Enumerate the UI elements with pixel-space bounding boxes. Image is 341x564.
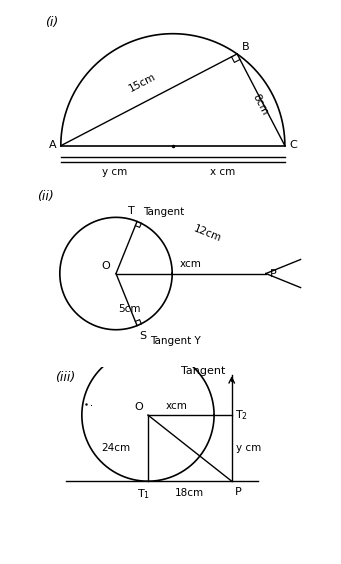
Text: T$_1$: T$_1$ xyxy=(137,487,150,500)
Text: O: O xyxy=(101,262,110,271)
Text: T$_2$: T$_2$ xyxy=(235,408,248,422)
Text: y cm: y cm xyxy=(102,167,127,177)
Text: Tangent: Tangent xyxy=(181,366,225,376)
Text: 24cm: 24cm xyxy=(101,443,130,453)
Text: x cm: x cm xyxy=(209,167,235,177)
Text: 15cm: 15cm xyxy=(127,72,158,94)
Text: 12cm: 12cm xyxy=(192,223,223,243)
Text: 18cm: 18cm xyxy=(175,488,204,498)
Text: T: T xyxy=(128,206,135,216)
Text: B: B xyxy=(241,42,249,52)
Text: xcm: xcm xyxy=(180,259,202,269)
Text: 5cm: 5cm xyxy=(118,304,140,314)
Text: (ii): (ii) xyxy=(37,190,54,203)
Text: C: C xyxy=(290,140,297,149)
Text: y cm: y cm xyxy=(236,443,261,453)
Text: Tangent: Tangent xyxy=(143,208,184,217)
Text: (iii): (iii) xyxy=(55,371,76,384)
Text: O: O xyxy=(135,402,144,412)
Text: P: P xyxy=(270,268,277,279)
Text: Tangent Y: Tangent Y xyxy=(150,336,200,346)
Text: xcm: xcm xyxy=(166,400,188,411)
Text: (i): (i) xyxy=(45,16,58,29)
Text: P: P xyxy=(235,487,242,497)
Text: S: S xyxy=(139,331,146,341)
Text: 8cm: 8cm xyxy=(251,92,270,117)
Text: A: A xyxy=(49,140,56,149)
